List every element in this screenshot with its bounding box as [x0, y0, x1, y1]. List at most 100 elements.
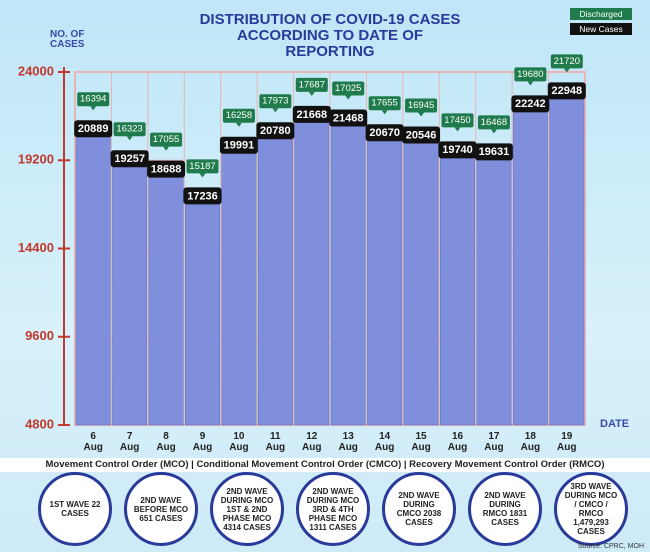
discharged-label: 16323: [116, 124, 142, 135]
x-tick-label: 16 Aug: [447, 431, 468, 453]
x-tick-label: 6 Aug: [83, 431, 103, 453]
discharged-label: 16258: [226, 110, 252, 121]
discharged-label: 15187: [189, 161, 215, 172]
x-tick-label: 11 Aug: [265, 431, 286, 453]
discharged-label: 16468: [481, 117, 507, 128]
value-label-bg: [511, 95, 550, 113]
x-tick-label: 8 Aug: [156, 431, 176, 453]
wave-circle: 1ST WAVE 22 CASES: [38, 472, 112, 546]
wave-circle: 2ND WAVE DURING RMCO 1831 CASES: [468, 472, 542, 546]
bar: [294, 114, 330, 426]
discharged-box: [405, 98, 438, 113]
value-label-bg: [147, 160, 186, 178]
bar: [549, 91, 585, 426]
discharged-pointer: [381, 110, 388, 115]
value-label: 19631: [479, 146, 510, 158]
bar: [221, 145, 257, 426]
discharged-pointer: [418, 112, 425, 117]
discharged-label: 19680: [517, 69, 543, 80]
discharged-label: 17025: [335, 83, 361, 94]
value-label-bg: [547, 82, 586, 100]
value-label: 19740: [442, 144, 473, 156]
value-label-bg: [402, 126, 441, 144]
legend-discharged: Discharged: [570, 8, 632, 20]
value-label-bg: [110, 150, 149, 168]
value-label-bg: [183, 187, 222, 205]
discharged-label: 17655: [371, 98, 397, 109]
bar: [403, 135, 439, 426]
discharged-pointer: [454, 127, 461, 132]
y-axis-label: NO. OF CASES: [50, 29, 85, 50]
y-tick-label: 14400: [18, 240, 54, 255]
discharged-box: [222, 108, 255, 123]
x-tick-label: 10 Aug: [229, 431, 249, 453]
discharged-pointer: [163, 146, 170, 151]
discharged-box: [332, 81, 365, 96]
value-label-bg: [292, 105, 331, 123]
value-label: 22948: [551, 85, 582, 97]
discharged-pointer: [199, 173, 206, 178]
discharged-box: [368, 96, 401, 111]
value-label: 21668: [296, 109, 327, 121]
value-label: 19991: [224, 140, 255, 152]
discharged-box: [550, 54, 583, 69]
discharged-pointer: [308, 91, 315, 96]
bar: [185, 196, 220, 426]
value-label: 21468: [333, 112, 364, 124]
x-tick-label: 7 Aug: [119, 431, 140, 453]
y-tick-label: 9600: [25, 328, 54, 343]
discharged-box: [514, 67, 547, 82]
discharged-box: [295, 77, 328, 92]
discharged-pointer: [235, 122, 242, 127]
value-label: 19257: [114, 153, 145, 165]
x-tick-label: 9 Aug: [192, 431, 213, 453]
value-label: 20889: [78, 123, 109, 135]
value-label-bg: [474, 143, 513, 161]
x-tick-label: 15 Aug: [411, 431, 431, 453]
value-label: 20780: [260, 125, 291, 137]
discharged-box: [77, 92, 110, 107]
discharged-label: 16394: [80, 94, 106, 105]
y-tick-label: 4800: [25, 416, 54, 431]
y-tick-label: 19200: [18, 152, 54, 167]
value-label: 17236: [187, 190, 218, 202]
bar: [512, 104, 548, 426]
x-tick-label: 12 Aug: [302, 431, 322, 453]
discharged-pointer: [126, 136, 133, 141]
discharged-box: [113, 122, 146, 137]
discharged-pointer: [527, 81, 534, 86]
wave-circle: 3RD WAVE DURING MCO / CMCO / RMCO 1,479,…: [554, 472, 628, 546]
bar: [330, 118, 366, 426]
bar: [257, 130, 293, 426]
discharged-label: 17973: [262, 96, 288, 107]
x-axis-label: DATE: [600, 418, 630, 430]
value-label-bg: [329, 109, 368, 127]
bar: [148, 169, 184, 426]
x-tick-label: 19 Aug: [557, 431, 577, 453]
value-label-bg: [219, 136, 258, 154]
wave-circle: 2ND WAVE DURING MCO 1ST & 2ND PHASE MCO …: [210, 472, 284, 546]
discharged-pointer: [345, 95, 352, 100]
x-tick-label: 14 Aug: [374, 431, 395, 453]
waves: 1ST WAVE 22 CASES 2ND WAVE BEFORE MCO 651…: [38, 472, 628, 546]
value-label: 20670: [369, 127, 400, 139]
value-label: 22242: [515, 98, 546, 110]
discharged-box: [441, 113, 474, 128]
discharged-box: [259, 94, 292, 109]
discharged-box: [150, 132, 183, 147]
discharged-label: 17055: [153, 134, 179, 145]
bar: [75, 128, 111, 426]
bar: [440, 150, 475, 426]
value-label-bg: [438, 141, 477, 159]
discharged-label: 16945: [408, 100, 434, 111]
value-label-bg: [365, 124, 404, 142]
x-tick-label: 17 Aug: [484, 431, 504, 453]
discharged-label: 17450: [444, 115, 470, 126]
wave-circle: 2ND WAVE DURING CMCO 2038 CASES: [382, 472, 456, 546]
source: Source: CPRC, MOH: [577, 543, 644, 550]
bar: [367, 132, 403, 426]
discharged-pointer: [90, 106, 97, 111]
discharged-pointer: [563, 68, 570, 73]
